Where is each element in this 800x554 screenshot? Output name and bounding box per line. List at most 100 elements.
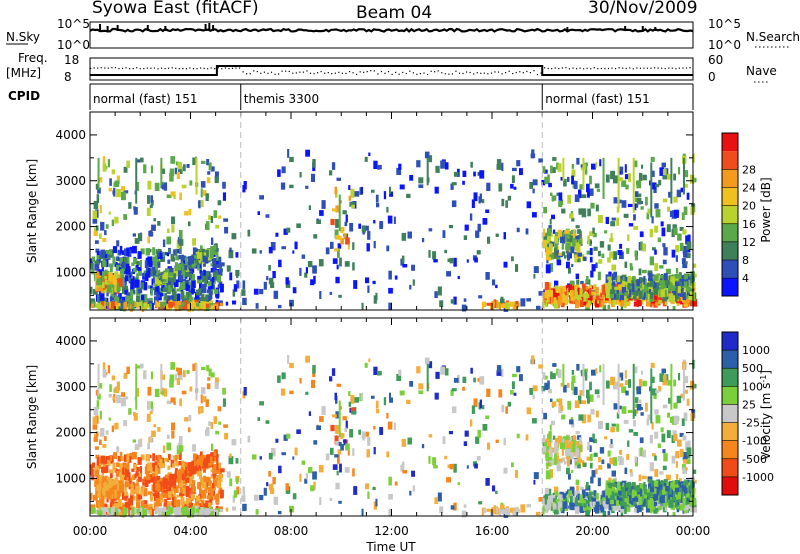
power-echo xyxy=(210,216,213,223)
power-echo xyxy=(625,301,631,306)
velocity-echo xyxy=(172,463,176,468)
velocity-echo xyxy=(673,415,679,424)
power-echo xyxy=(185,283,190,292)
power-echo xyxy=(586,288,590,298)
power-echo xyxy=(662,259,667,265)
power-echo xyxy=(638,172,643,181)
power-echo xyxy=(669,210,674,217)
velocity-echo xyxy=(151,508,154,516)
power-echo xyxy=(251,248,257,254)
velocity-echo xyxy=(134,485,140,494)
velocity-echo xyxy=(550,398,553,402)
velocity-echo xyxy=(590,476,594,484)
power-echo xyxy=(605,282,609,291)
power-echo xyxy=(337,243,342,249)
power-echo xyxy=(104,279,108,285)
colorbar-cell xyxy=(722,169,738,188)
velocity-echo xyxy=(538,364,543,369)
power-echo xyxy=(511,175,515,183)
power-echo xyxy=(157,248,161,253)
velocity-echo xyxy=(172,496,176,502)
nave-dot xyxy=(288,70,290,73)
power-streak xyxy=(617,157,620,209)
power-echo xyxy=(177,293,181,302)
power-echo xyxy=(199,262,202,269)
power-echo xyxy=(665,268,671,275)
power-echo xyxy=(550,165,553,174)
velocity-echo xyxy=(683,412,688,421)
velocity-echo xyxy=(125,469,130,478)
velocity-echo xyxy=(144,466,149,475)
velocity-echo xyxy=(574,490,579,496)
power-echo xyxy=(178,230,183,239)
velocity-echo xyxy=(557,501,563,511)
power-echo xyxy=(486,182,491,191)
nave-dot xyxy=(678,67,681,69)
power-echo xyxy=(365,225,369,231)
nave-dot xyxy=(189,67,191,69)
velocity-echo xyxy=(206,495,212,500)
velocity-echo xyxy=(169,473,174,479)
power-echo xyxy=(92,288,98,295)
power-echo xyxy=(642,293,646,300)
power-echo xyxy=(450,183,454,190)
velocity-echo xyxy=(418,390,424,394)
power-echo xyxy=(644,283,649,291)
nave-dot xyxy=(107,67,109,69)
velocity-echo xyxy=(140,454,145,461)
velocity-echo xyxy=(210,469,213,473)
velocity-echo xyxy=(541,385,546,392)
velocity-echo xyxy=(402,470,408,474)
power-echo xyxy=(549,293,554,301)
colorbar-cell xyxy=(722,205,738,224)
power-echo xyxy=(342,210,347,215)
power-echo xyxy=(451,182,457,186)
power-echo xyxy=(152,267,156,271)
velocity-echo xyxy=(209,456,213,465)
y-tick-label: 2000 xyxy=(55,220,86,234)
power-echo xyxy=(325,247,330,255)
power-echo xyxy=(483,301,487,308)
velocity-echo xyxy=(682,435,687,441)
power-echo xyxy=(600,300,605,307)
power-echo xyxy=(396,167,402,175)
velocity-echo xyxy=(150,405,154,412)
power-echo xyxy=(292,250,295,254)
velocity-echo xyxy=(141,509,144,518)
nsky-panel xyxy=(89,21,694,49)
velocity-echo xyxy=(618,383,624,388)
power-echo xyxy=(171,288,176,292)
power-echo xyxy=(678,272,682,276)
velocity-echo xyxy=(236,477,239,485)
velocity-echo xyxy=(634,366,638,374)
nave-dot xyxy=(114,67,117,69)
velocity-echo xyxy=(345,443,350,451)
power-echo xyxy=(195,248,198,253)
power-echo xyxy=(178,245,182,255)
power-echo xyxy=(96,257,102,263)
nave-dot xyxy=(622,67,624,69)
power-echo xyxy=(541,179,546,186)
power-echo xyxy=(232,300,237,305)
power-echo xyxy=(401,255,405,264)
velocity-echo xyxy=(111,425,114,433)
power-echo xyxy=(399,184,405,190)
power-echo xyxy=(526,201,531,209)
power-echo xyxy=(529,182,534,189)
velocity-echo xyxy=(90,469,94,476)
power-echo xyxy=(613,175,618,184)
power-echo xyxy=(649,280,655,287)
velocity-echo xyxy=(173,508,176,513)
velocity-echo xyxy=(675,461,678,468)
velocity-echo xyxy=(655,415,661,424)
velocity-echo xyxy=(588,492,592,496)
velocity-echo xyxy=(592,433,595,440)
velocity-echo xyxy=(634,456,638,463)
power-echo xyxy=(621,180,627,187)
nave-dot xyxy=(632,68,634,70)
power-echo xyxy=(646,212,650,220)
nave-dot xyxy=(462,72,464,75)
power-echo xyxy=(134,257,138,265)
power-echo xyxy=(364,156,368,162)
velocity-echo xyxy=(483,507,487,514)
